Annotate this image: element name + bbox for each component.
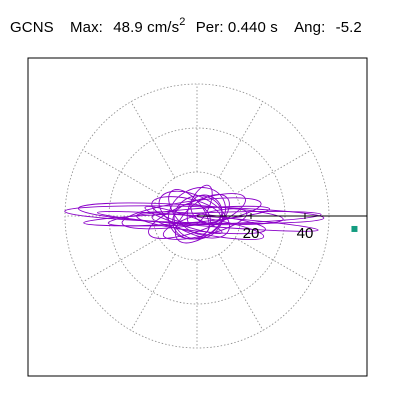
grid-spoke — [234, 237, 312, 283]
peak-marker — [351, 225, 358, 232]
ang-label: Ang: — [294, 19, 326, 36]
axis-tick-label: 40 — [297, 225, 314, 242]
max-unit: cm/s — [147, 19, 180, 36]
grid-spoke — [82, 237, 160, 283]
peak-marker-square — [351, 225, 358, 232]
plot-header: GCNS Max: 48.9 cm/s2 Per: 0.440 s Ang: -… — [10, 16, 362, 36]
trace-loop — [190, 194, 223, 224]
trace-loop — [144, 206, 223, 235]
grid-spoke — [234, 149, 312, 195]
orbit-trace — [64, 184, 325, 244]
grid-spoke — [218, 101, 264, 179]
ang-value: -5.2 — [335, 19, 362, 36]
plot-frame — [27, 57, 368, 377]
grid-spoke — [82, 149, 160, 195]
grid-spoke — [130, 101, 176, 179]
per-label: Per: — [195, 19, 224, 36]
max-label: Max: — [70, 19, 103, 36]
per-value: 0.440 s — [227, 19, 278, 36]
trace-loop — [158, 190, 230, 239]
max-value: 48.9 — [113, 19, 143, 36]
trace-loop — [97, 211, 319, 232]
grid-spoke — [218, 253, 264, 331]
grid-spoke — [130, 253, 176, 331]
max-unit-exponent: 2 — [179, 16, 186, 28]
trace-loop — [186, 184, 213, 226]
axis-tick-label: 20 — [243, 225, 260, 242]
station-code: GCNS — [10, 19, 54, 36]
trace-loop — [168, 187, 226, 240]
trace-loop — [151, 213, 265, 240]
radial-axis: 20 40 — [197, 213, 367, 242]
